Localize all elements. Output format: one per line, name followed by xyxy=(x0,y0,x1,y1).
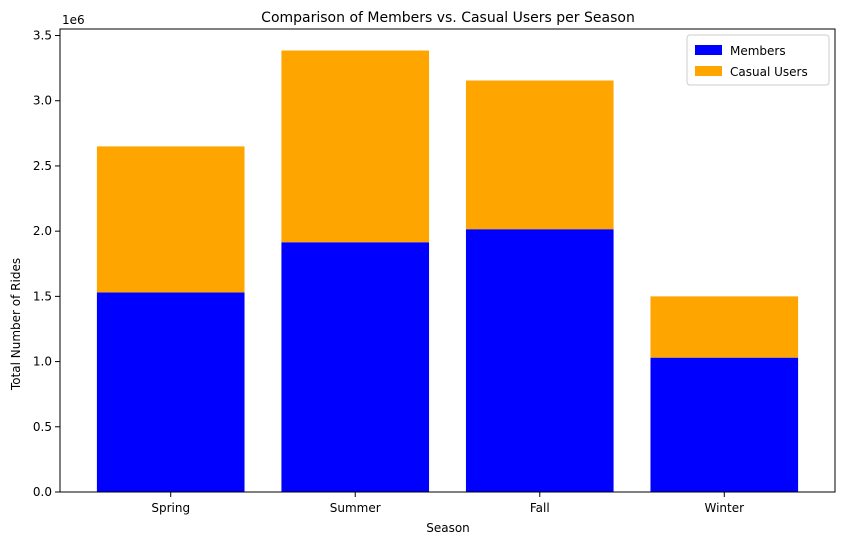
x-axis-label: Season xyxy=(426,521,470,535)
plot-frame xyxy=(59,28,836,493)
x-ticks-group: Spring Summer Fall Winter xyxy=(151,492,744,515)
y-axis-multiplier: 1e6 xyxy=(62,13,85,27)
x-tick-label-fall: Fall xyxy=(530,501,550,515)
x-tick-label-summer: Summer xyxy=(330,501,381,515)
legend-swatch-casual-users xyxy=(695,66,722,76)
bar-members-winter xyxy=(650,357,799,492)
y-tick-label: 2.5 xyxy=(33,159,52,173)
legend-swatch-members xyxy=(695,45,722,55)
y-tick-label: 2.0 xyxy=(33,224,52,238)
y-tick-label: 0.0 xyxy=(33,485,52,499)
bar-casual-users-summer xyxy=(281,50,430,243)
y-tick-label: 3.0 xyxy=(33,94,52,108)
bar-members-spring xyxy=(96,292,245,492)
y-axis-label: Total Number of Rides xyxy=(9,258,23,391)
y-tick-label: 0.5 xyxy=(33,420,52,434)
bar-members-fall xyxy=(465,229,614,492)
y-ticks-group: 0.0 0.5 1.0 1.5 2.0 2.5 3.0 3.5 xyxy=(33,29,60,499)
bar-casual-users-spring xyxy=(96,146,245,293)
y-tick-label: 3.5 xyxy=(33,29,52,43)
legend-label-members: Members xyxy=(730,44,786,58)
bar-members-summer xyxy=(281,242,430,492)
bars-group xyxy=(96,50,799,492)
bar-casual-users-winter xyxy=(650,296,799,358)
x-tick-label-winter: Winter xyxy=(705,501,745,515)
bar-casual-users-fall xyxy=(465,80,614,230)
legend-box xyxy=(686,34,830,86)
x-tick-label-spring: Spring xyxy=(151,501,190,515)
legend: Members Casual Users xyxy=(686,34,830,86)
y-tick-label: 1.5 xyxy=(33,289,52,303)
y-tick-label: 1.0 xyxy=(33,355,52,369)
legend-label-casual-users: Casual Users xyxy=(730,65,808,79)
chart-title: Comparison of Members vs. Casual Users p… xyxy=(261,10,635,26)
